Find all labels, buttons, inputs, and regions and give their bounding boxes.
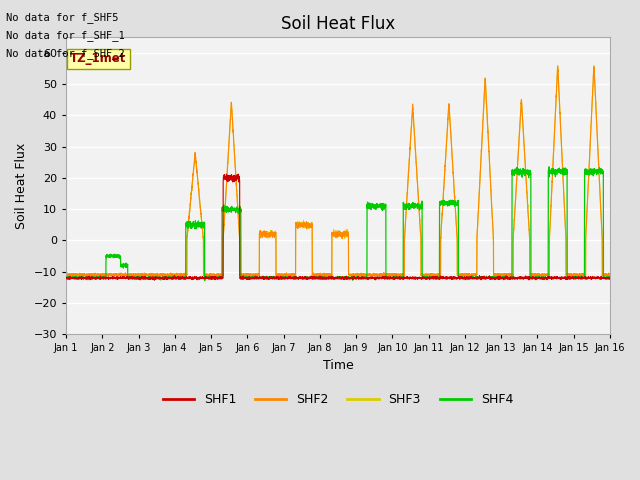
SHF2 — [491, 273, 499, 278]
SHF4 — [430, 275, 438, 281]
SHF1 — [223, 171, 230, 177]
SHF3 — [429, 272, 437, 278]
SHF2 — [160, 273, 168, 278]
SHF1 — [62, 275, 70, 281]
SHF2 — [606, 272, 614, 278]
SHF1 — [460, 275, 468, 281]
SHF3 — [575, 274, 583, 280]
SHF4 — [201, 277, 209, 283]
SHF4 — [318, 276, 326, 282]
SHF3 — [606, 272, 614, 278]
SHF4 — [545, 164, 553, 169]
SHF1 — [605, 276, 613, 282]
Line: SHF2: SHF2 — [66, 67, 610, 277]
SHF1 — [160, 276, 168, 282]
SHF4 — [491, 276, 499, 281]
SHF4 — [460, 275, 468, 281]
Text: No data for f_SHF5: No data for f_SHF5 — [6, 12, 119, 23]
SHF4 — [606, 276, 614, 281]
SHF3 — [160, 272, 168, 278]
SHF4 — [62, 276, 70, 281]
SHF2 — [554, 64, 561, 70]
SHF3 — [554, 63, 561, 69]
X-axis label: Time: Time — [323, 359, 353, 372]
SHF3 — [62, 271, 70, 276]
SHF1 — [491, 275, 499, 280]
SHF2 — [317, 271, 325, 277]
Text: No data for f_SHF_2: No data for f_SHF_2 — [6, 48, 125, 60]
Text: TZ_1met: TZ_1met — [70, 52, 127, 65]
Line: SHF1: SHF1 — [66, 174, 610, 280]
Y-axis label: Soil Heat Flux: Soil Heat Flux — [15, 143, 28, 229]
SHF3 — [605, 273, 613, 279]
SHF1 — [150, 277, 158, 283]
SHF1 — [430, 274, 438, 280]
SHF3 — [317, 272, 325, 277]
SHF3 — [491, 272, 499, 277]
SHF4 — [160, 275, 168, 281]
Line: SHF4: SHF4 — [66, 167, 610, 280]
SHF1 — [606, 275, 614, 280]
SHF2 — [605, 271, 613, 277]
SHF3 — [460, 272, 467, 278]
SHF2 — [320, 274, 328, 280]
SHF4 — [605, 275, 613, 280]
SHF2 — [430, 272, 438, 277]
Legend: SHF1, SHF2, SHF3, SHF4: SHF1, SHF2, SHF3, SHF4 — [157, 388, 518, 411]
Text: No data for f_SHF_1: No data for f_SHF_1 — [6, 30, 125, 41]
SHF2 — [62, 272, 70, 277]
Line: SHF3: SHF3 — [66, 66, 610, 277]
SHF2 — [460, 272, 468, 278]
Title: Soil Heat Flux: Soil Heat Flux — [281, 15, 395, 33]
SHF1 — [318, 275, 326, 280]
